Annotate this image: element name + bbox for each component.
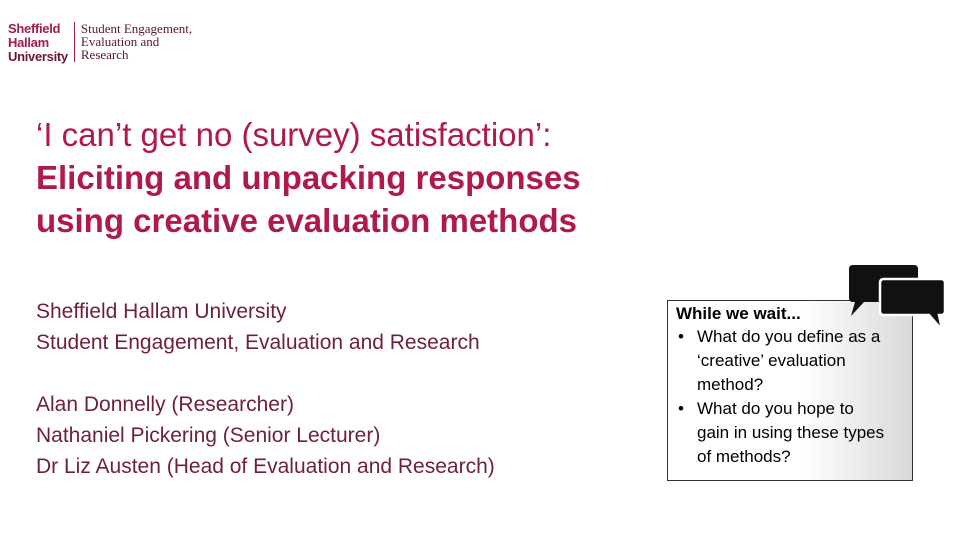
slide-title: ‘I can’t get no (survey) satisfaction’: … — [36, 114, 581, 242]
wait-question: • What do you hope to gain in using thes… — [676, 397, 904, 469]
author-line: Alan Donnelly (Researcher) — [36, 393, 294, 416]
wait-question-list: • What do you define as a ‘creative’ eva… — [676, 325, 904, 469]
bullet: • — [678, 327, 684, 346]
author-line: Nathaniel Pickering (Senior Lecturer) — [36, 424, 381, 447]
affiliation: Sheffield Hallam University Student Enga… — [36, 296, 480, 358]
question-line: What do you define as a — [697, 327, 881, 346]
logo-dept-line: Student Engagement, — [80, 21, 193, 36]
question-line: gain in using these types — [697, 423, 885, 442]
while-we-wait-box: While we wait... • What do you define as… — [667, 300, 913, 481]
speech-bubbles-icon — [849, 265, 947, 335]
bullet: • — [678, 399, 684, 418]
author-line: Dr Liz Austen (Head of Evaluation and Re… — [36, 455, 495, 478]
wait-question: • What do you define as a ‘creative’ eva… — [676, 325, 904, 397]
title-line-1: ‘I can’t get no (survey) satisfaction’: — [36, 116, 552, 153]
logo-name-line: University — [8, 49, 68, 64]
question-line: of methods? — [697, 447, 791, 466]
wait-box-title: While we wait... — [676, 304, 801, 323]
logo-department: Student Engagement, Evaluation and Resea… — [81, 22, 192, 61]
logo-university-name: Sheffield Hallam University — [8, 22, 68, 64]
question-line: ‘creative’ evaluation — [697, 351, 846, 370]
question-line: What do you hope to — [697, 399, 854, 418]
affiliation-line: Student Engagement, Evaluation and Resea… — [36, 331, 480, 354]
affiliation-line: Sheffield Hallam University — [36, 300, 287, 323]
logo-divider — [73, 22, 75, 62]
author-list: Alan Donnelly (Researcher) Nathaniel Pic… — [36, 389, 495, 482]
logo-name-line: Sheffield — [8, 21, 61, 36]
logo-name-line: Hallam — [8, 35, 49, 50]
title-line-3: using creative evaluation methods — [36, 202, 577, 239]
logo-dept-line: Research — [80, 47, 129, 62]
university-logo: Sheffield Hallam University Student Enga… — [8, 22, 192, 64]
logo-dept-line: Evaluation and — [80, 34, 160, 49]
title-line-2: Eliciting and unpacking responses — [36, 159, 581, 196]
question-line: method? — [697, 375, 764, 394]
